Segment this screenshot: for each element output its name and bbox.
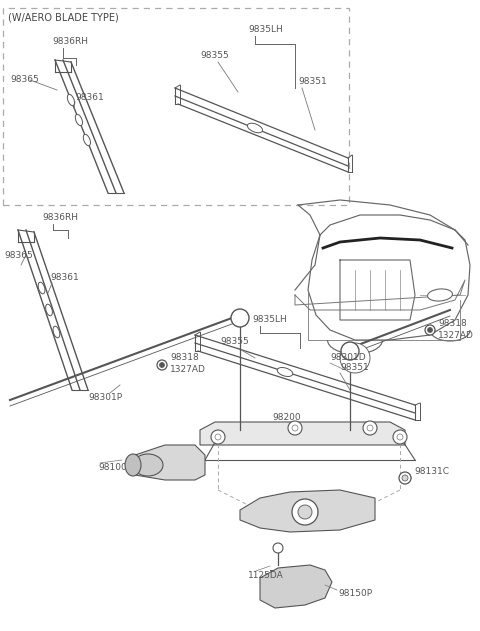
Text: 98365: 98365 (4, 251, 33, 259)
Text: 98318: 98318 (170, 353, 199, 362)
Text: 9835LH: 9835LH (252, 316, 287, 324)
Circle shape (402, 475, 408, 481)
Text: (W/AERO BLADE TYPE): (W/AERO BLADE TYPE) (8, 13, 119, 23)
Text: 98301P: 98301P (88, 394, 122, 403)
Text: 1327AD: 1327AD (438, 331, 474, 339)
Text: 98355: 98355 (200, 52, 229, 61)
Text: 98131C: 98131C (414, 468, 449, 476)
Circle shape (393, 430, 407, 444)
Text: 98150P: 98150P (338, 589, 372, 598)
Ellipse shape (247, 123, 263, 133)
Text: 98200: 98200 (272, 413, 300, 423)
Ellipse shape (67, 94, 74, 105)
Circle shape (340, 343, 370, 373)
Text: 98361: 98361 (50, 273, 79, 283)
Circle shape (292, 425, 298, 431)
Circle shape (298, 505, 312, 519)
Ellipse shape (84, 134, 90, 146)
Polygon shape (240, 490, 375, 532)
Ellipse shape (46, 304, 52, 316)
Text: 98351: 98351 (298, 78, 327, 86)
Circle shape (341, 342, 359, 360)
Circle shape (367, 425, 373, 431)
Circle shape (273, 543, 283, 553)
Ellipse shape (125, 454, 141, 476)
Circle shape (157, 360, 167, 370)
Text: 98355: 98355 (220, 338, 249, 346)
Text: 98351: 98351 (340, 363, 369, 372)
Circle shape (399, 472, 411, 484)
Circle shape (288, 421, 302, 435)
Bar (3, 8, 349, 205)
Ellipse shape (38, 282, 45, 294)
Circle shape (211, 430, 225, 444)
Ellipse shape (133, 454, 163, 476)
Circle shape (363, 421, 377, 435)
Text: 98301D: 98301D (330, 353, 366, 362)
Ellipse shape (428, 289, 453, 301)
Ellipse shape (277, 367, 293, 377)
Text: 9836RH: 9836RH (42, 213, 78, 223)
Text: 1125DA: 1125DA (248, 570, 284, 579)
Text: 98100: 98100 (98, 464, 127, 473)
Polygon shape (260, 565, 332, 608)
Circle shape (215, 434, 221, 440)
Text: 98365: 98365 (10, 76, 39, 85)
Text: 98361: 98361 (75, 93, 104, 102)
Ellipse shape (75, 114, 83, 126)
Circle shape (159, 362, 165, 367)
Circle shape (231, 309, 249, 327)
Text: 1327AD: 1327AD (170, 365, 206, 375)
Text: 9835LH: 9835LH (248, 25, 283, 35)
Polygon shape (200, 422, 405, 445)
Polygon shape (135, 445, 205, 480)
Circle shape (292, 499, 318, 525)
Text: 9836RH: 9836RH (52, 37, 88, 47)
Circle shape (397, 434, 403, 440)
Ellipse shape (53, 326, 60, 338)
Circle shape (428, 327, 432, 333)
Circle shape (425, 325, 435, 335)
Text: 98318: 98318 (438, 319, 467, 327)
